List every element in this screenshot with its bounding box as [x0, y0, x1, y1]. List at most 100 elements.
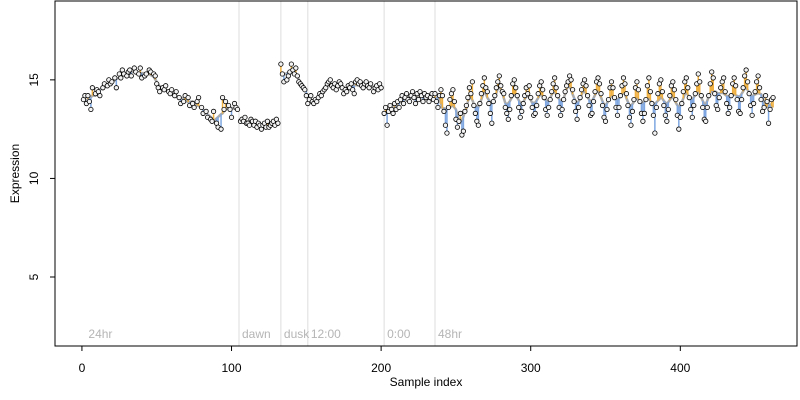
- data-point: [703, 118, 709, 124]
- data-point: [653, 104, 659, 111]
- data-point: [731, 75, 737, 81]
- data-point: [629, 108, 636, 115]
- data-point: [765, 120, 772, 126]
- data-point: [664, 118, 670, 124]
- data-point: [118, 75, 124, 81]
- data-point: [686, 95, 692, 101]
- data-point: [692, 91, 698, 97]
- data-point: [505, 116, 511, 122]
- data-point: [628, 122, 634, 128]
- data-point: [489, 120, 495, 126]
- data-point: [721, 75, 727, 81]
- data-point: [348, 81, 354, 87]
- data-point: [646, 75, 652, 81]
- data-point: [550, 81, 556, 87]
- data-point: [412, 100, 419, 107]
- x-tick-label: 0: [79, 361, 86, 375]
- time-marker-label: 48hr: [438, 327, 462, 341]
- data-point: [746, 91, 752, 97]
- data-point: [583, 83, 589, 89]
- time-marker-label: dusk: [284, 327, 310, 341]
- data-point: [737, 110, 743, 116]
- data-point: [221, 106, 227, 113]
- data-point: [535, 91, 541, 97]
- data-point: [242, 114, 248, 120]
- data-point: [637, 98, 643, 105]
- data-point: [673, 96, 679, 103]
- data-point: [755, 73, 761, 79]
- data-point: [460, 128, 466, 134]
- data-point: [157, 89, 163, 95]
- data-point: [112, 75, 118, 81]
- x-axis-title: Sample index: [390, 375, 463, 389]
- data-point: [614, 112, 621, 118]
- data-point: [176, 95, 182, 101]
- data-point: [486, 100, 492, 107]
- data-point: [676, 126, 682, 132]
- data-point: [590, 98, 597, 105]
- data-point: [558, 112, 564, 118]
- time-marker-label: 12:00: [311, 327, 341, 341]
- data-point: [650, 112, 656, 118]
- data-point: [173, 89, 179, 95]
- annotation-layer: dawn dusk 12:00 0:00 48hr 24hr: [88, 327, 462, 341]
- data-point: [411, 95, 417, 101]
- data-point: [502, 104, 508, 111]
- data-point: [647, 89, 653, 95]
- data-point: [752, 89, 758, 95]
- data-point: [671, 87, 677, 93]
- data-point: [679, 100, 685, 107]
- data-point: [279, 71, 285, 77]
- data-point: [733, 83, 739, 89]
- data-point: [396, 104, 402, 111]
- data-point: [761, 104, 767, 111]
- data-point: [540, 87, 546, 93]
- data-point: [196, 95, 202, 101]
- data-point: [561, 96, 567, 103]
- data-point: [432, 91, 438, 97]
- data-point: [469, 79, 475, 85]
- data-point: [294, 73, 300, 79]
- data-point: [199, 104, 205, 111]
- data-point: [665, 106, 671, 113]
- data-point: [544, 112, 550, 118]
- data-point: [649, 100, 655, 107]
- data-point: [293, 65, 299, 71]
- data-point: [616, 104, 622, 111]
- data-point: [475, 122, 481, 128]
- data-point: [228, 114, 235, 120]
- data-point: [498, 83, 504, 89]
- data-point: [724, 100, 730, 107]
- data-point: [745, 79, 751, 85]
- data-point: [549, 89, 555, 95]
- data-point: [519, 108, 525, 115]
- data-point: [468, 91, 474, 97]
- data-point: [595, 75, 601, 81]
- data-point: [478, 91, 484, 97]
- data-point: [667, 93, 673, 99]
- data-point: [463, 102, 469, 109]
- data-point: [652, 130, 658, 136]
- data-point: [581, 77, 588, 83]
- data-point: [670, 79, 676, 85]
- data-point: [568, 77, 574, 83]
- data-point: [623, 91, 630, 97]
- data-point: [691, 102, 697, 109]
- data-point: [507, 106, 513, 113]
- data-point: [608, 79, 615, 85]
- data-point: [477, 100, 483, 107]
- data-point: [438, 87, 444, 93]
- data-point: [718, 85, 724, 91]
- data-point: [659, 89, 665, 95]
- data-point: [288, 61, 294, 67]
- data-point: [725, 110, 731, 116]
- data-point: [457, 110, 464, 116]
- data-point: [447, 96, 453, 103]
- data-point: [487, 110, 493, 116]
- data-point: [757, 85, 763, 91]
- data-point: [655, 91, 661, 97]
- x-tick-label: 200: [371, 361, 391, 375]
- y-tick-label: 5: [27, 273, 41, 280]
- data-point: [677, 114, 683, 120]
